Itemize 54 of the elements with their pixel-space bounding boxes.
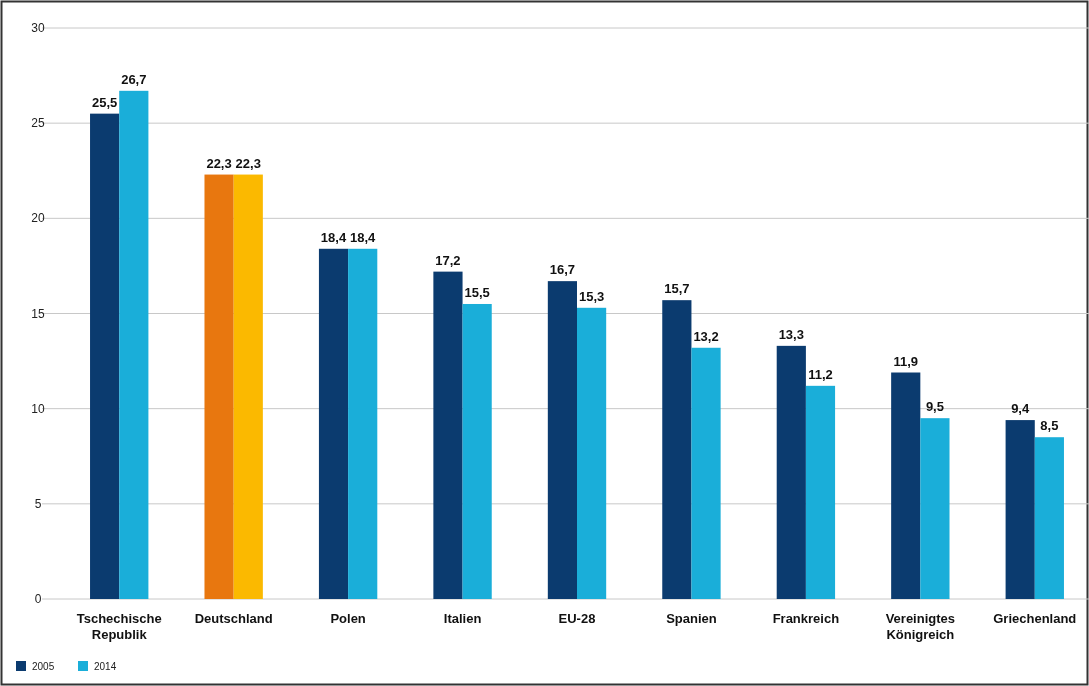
data-label: 15,5 xyxy=(464,284,490,300)
bar xyxy=(691,347,721,599)
y-tick-label: 30 xyxy=(31,21,45,35)
data-label: 17,2 xyxy=(435,252,461,268)
bar xyxy=(776,345,806,599)
data-label: 22,3 xyxy=(235,155,261,171)
data-label: 11,9 xyxy=(893,353,919,369)
bar xyxy=(1034,437,1064,599)
bar xyxy=(318,248,349,599)
x-tick-label: Polen xyxy=(330,611,366,626)
data-label: 26,7 xyxy=(121,71,147,87)
data-label: 15,7 xyxy=(664,281,690,297)
bar xyxy=(577,307,607,599)
x-tick-label: Deutschland xyxy=(194,611,273,626)
bar xyxy=(547,281,577,599)
data-label: 18,4 xyxy=(350,229,377,245)
data-label: 15,3 xyxy=(578,288,605,304)
x-tick-label: EU-28 xyxy=(558,611,596,626)
bar xyxy=(891,372,921,599)
data-label: 18,4 xyxy=(320,229,347,245)
bar xyxy=(662,300,692,599)
bar xyxy=(204,174,234,599)
y-tick-label: 0 xyxy=(34,592,42,606)
x-tick-label: Griechenland xyxy=(993,611,1077,626)
bar xyxy=(1005,420,1035,599)
data-label: 16,7 xyxy=(549,262,576,278)
bar xyxy=(348,248,378,599)
y-tick-label: 10 xyxy=(31,401,45,416)
data-label: 9,4 xyxy=(1011,401,1030,417)
x-tick-label: Italien xyxy=(443,611,482,626)
bar xyxy=(119,90,149,599)
data-label: 13,2 xyxy=(693,328,719,344)
bar xyxy=(920,418,950,599)
data-label: 22,3 xyxy=(206,155,232,171)
data-label: 13,3 xyxy=(778,326,804,342)
y-tick-label: 5 xyxy=(34,496,42,511)
bar xyxy=(462,303,492,599)
y-tick-label: 25 xyxy=(31,116,45,131)
x-tick-label: Spanien xyxy=(666,611,717,626)
data-label: 11,2 xyxy=(808,366,833,382)
legend-label: 2014 xyxy=(94,661,117,672)
bar xyxy=(90,113,120,599)
bar xyxy=(805,385,836,599)
legend-label: 2005 xyxy=(32,661,55,672)
y-tick-label: 20 xyxy=(31,211,45,226)
x-tick-label: Frankreich xyxy=(772,611,840,626)
data-label: 25,5 xyxy=(91,94,118,110)
bar xyxy=(233,174,263,599)
x-tick-label: Tschechische Republik xyxy=(76,611,162,642)
data-label: 8,5 xyxy=(1040,418,1059,434)
data-label: 9,5 xyxy=(925,399,944,415)
y-tick-label: 15 xyxy=(31,306,45,321)
bar xyxy=(433,271,463,599)
x-tick-label: Vereinigtes Königreich xyxy=(885,611,956,642)
